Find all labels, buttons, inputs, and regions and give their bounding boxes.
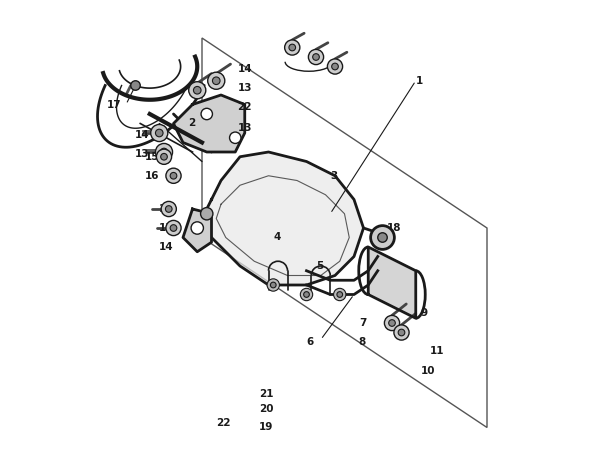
Circle shape <box>200 208 213 220</box>
Circle shape <box>267 279 280 291</box>
Circle shape <box>166 206 172 212</box>
Circle shape <box>213 77 220 85</box>
Circle shape <box>394 325 409 340</box>
Circle shape <box>229 132 241 143</box>
Text: 9: 9 <box>421 308 428 319</box>
Circle shape <box>337 292 343 297</box>
Circle shape <box>161 201 177 217</box>
Polygon shape <box>368 247 416 318</box>
Text: 1: 1 <box>416 76 423 86</box>
Circle shape <box>170 172 177 179</box>
Text: 10: 10 <box>421 365 435 376</box>
Circle shape <box>333 288 346 301</box>
Circle shape <box>166 220 181 236</box>
Circle shape <box>389 320 395 326</box>
Circle shape <box>201 108 213 120</box>
Text: 8: 8 <box>359 337 366 347</box>
Text: 15: 15 <box>145 152 159 162</box>
Text: 14: 14 <box>238 64 253 74</box>
Text: 17: 17 <box>107 99 121 110</box>
Text: 14: 14 <box>159 242 173 252</box>
Circle shape <box>313 54 319 60</box>
Text: 2: 2 <box>188 118 195 129</box>
Text: 5: 5 <box>316 261 323 271</box>
Text: 21: 21 <box>259 389 273 399</box>
Circle shape <box>308 49 324 65</box>
Circle shape <box>208 72 225 89</box>
Text: 13: 13 <box>135 149 150 160</box>
Circle shape <box>156 129 163 137</box>
Text: 11: 11 <box>430 346 444 357</box>
Circle shape <box>270 282 276 288</box>
Text: 20: 20 <box>259 403 273 414</box>
Circle shape <box>194 86 201 94</box>
Circle shape <box>156 149 172 164</box>
Circle shape <box>131 81 140 90</box>
Text: 13: 13 <box>238 123 252 133</box>
Circle shape <box>284 40 300 55</box>
Polygon shape <box>183 209 211 252</box>
Circle shape <box>303 292 310 297</box>
Text: 3: 3 <box>330 171 338 181</box>
Circle shape <box>384 315 400 331</box>
Circle shape <box>371 226 394 249</box>
Circle shape <box>166 168 181 183</box>
Text: 18: 18 <box>387 223 402 233</box>
Text: 13: 13 <box>238 83 252 93</box>
Circle shape <box>289 44 295 51</box>
Text: 22: 22 <box>238 102 252 112</box>
Text: 12: 12 <box>159 204 173 214</box>
Circle shape <box>327 59 343 74</box>
Circle shape <box>151 124 168 142</box>
Text: 4: 4 <box>273 232 281 243</box>
Circle shape <box>378 233 387 242</box>
Circle shape <box>300 288 313 301</box>
Circle shape <box>191 222 204 234</box>
Text: 13: 13 <box>159 223 173 233</box>
Circle shape <box>160 148 168 156</box>
Circle shape <box>189 82 206 99</box>
Circle shape <box>332 63 338 70</box>
Text: 22: 22 <box>216 418 230 428</box>
Text: 16: 16 <box>145 171 159 181</box>
Text: 7: 7 <box>359 318 366 328</box>
Polygon shape <box>202 152 364 285</box>
Circle shape <box>398 329 405 336</box>
Polygon shape <box>173 95 245 152</box>
Text: 6: 6 <box>306 337 314 347</box>
Circle shape <box>161 153 167 160</box>
Circle shape <box>156 143 172 161</box>
Text: 14: 14 <box>135 130 150 141</box>
Circle shape <box>170 225 177 231</box>
Text: 19: 19 <box>259 422 273 433</box>
